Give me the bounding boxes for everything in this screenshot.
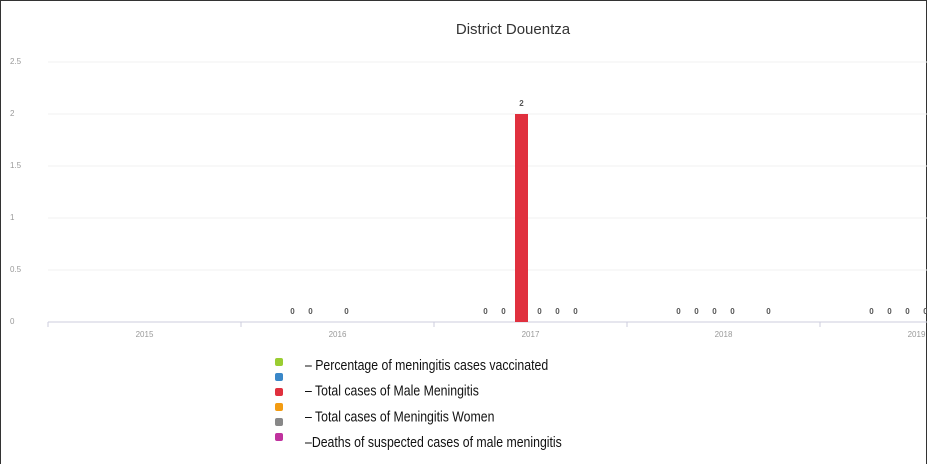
y-tick-label: 1.5 [10,161,22,170]
y-tick-label: 1 [10,213,15,222]
legend-marker [275,403,283,411]
legend-label: – Total cases of Male Meningitis [305,383,479,399]
legend-marker [275,418,283,426]
data-label: 0 [676,307,681,316]
legend-marker [275,433,283,441]
legend-label: – Total cases of Meningitis Women [305,408,494,424]
data-label: 0 [344,307,349,316]
y-tick-label: 2.5 [10,57,22,66]
data-label: 0 [501,307,506,316]
data-label: 0 [694,307,699,316]
data-label: 0 [869,307,874,316]
data-label: 0 [905,307,910,316]
legend-marker [275,373,283,381]
legend-marker [275,358,283,366]
x-tick-label: 2018 [715,330,733,339]
x-tick-label: 2017 [522,330,540,339]
bar [515,114,528,322]
x-tick-label: 2019 [908,330,926,339]
data-label: 0 [887,307,892,316]
x-tick-label: 2015 [136,330,154,339]
x-tick-label: 2016 [329,330,347,339]
data-label: 0 [923,307,927,316]
y-tick-label: 0 [10,317,15,326]
y-tick-label: 2 [10,109,15,118]
data-label: 0 [537,307,542,316]
data-label: 0 [730,307,735,316]
chart-title: District Douentza [456,21,571,38]
y-tick-label: 0.5 [10,265,22,274]
data-label: 2 [519,99,524,108]
legend-marker [275,388,283,396]
legend-label: – Percentage of meningitis cases vaccina… [305,357,548,373]
data-label: 0 [573,307,578,316]
data-label: 0 [290,307,295,316]
data-label: 0 [483,307,488,316]
data-label: 0 [555,307,560,316]
data-label: 0 [766,307,771,316]
data-label: 0 [308,307,313,316]
data-label: 0 [712,307,717,316]
legend-label: –Deaths of suspected cases of male menin… [305,434,562,450]
